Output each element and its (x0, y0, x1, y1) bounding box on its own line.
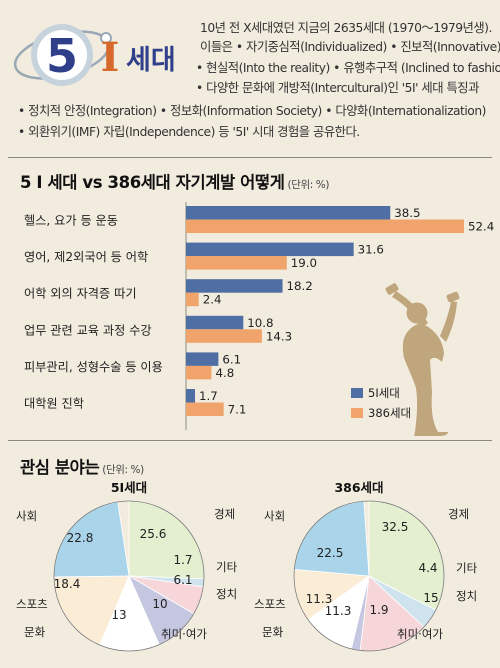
bar-5i (186, 389, 196, 403)
bar-legend: 5I세대 386세대 (351, 386, 411, 420)
bar-386 (186, 219, 464, 233)
pie-value-label: 11.3 (306, 592, 333, 606)
pie-category-label: 경제 (214, 507, 235, 521)
bar-chart-title: 5 I 세대 vs 386세대 자기계발 어떻게 (단위: %) (20, 173, 330, 192)
intro-line-4: • 다양한 문화에 개방적(Intercultural)인 '5I' 세대 특징… (196, 81, 479, 95)
pie-category-label: 사회 (16, 509, 37, 523)
bar-386 (186, 292, 199, 307)
pie-category-label: 문화 (24, 625, 46, 639)
bar-5i (186, 279, 283, 293)
pie-value-label: 11.3 (325, 604, 352, 618)
pie-category-label: 스포츠 (254, 597, 286, 611)
bar-value-label: 4.8 (215, 366, 234, 380)
pie-category-label: 경제 (448, 507, 469, 521)
bar-value-label: 18.2 (287, 279, 313, 293)
pie-value-label: 4.4 (418, 561, 437, 575)
pie-value-label: 22.5 (317, 546, 344, 560)
pie-category-label: 기타 (216, 560, 238, 574)
pie-category-label: 기타 (456, 561, 478, 575)
pie-category-label: 사회 (264, 509, 285, 523)
logo-word: 세대 (126, 45, 176, 76)
bar-value-label: 19.0 (291, 256, 317, 270)
category-label: 영어, 제2외국어 등 어학 (24, 250, 148, 264)
pie-category-label: 정치 (456, 589, 477, 603)
pie-value-label: 10 (152, 597, 167, 611)
category-label: 헬스, 요가 등 운동 (24, 214, 118, 228)
pie-value-label: 1.9 (369, 603, 388, 617)
bar-386 (186, 365, 212, 380)
pie-category-label: 정치 (216, 587, 237, 601)
pie-slice (293, 500, 370, 577)
pie-category-label: 취미·여가 (397, 627, 443, 641)
intro-line-5: • 정치적 안정(Integration) • 정보화(Information … (18, 104, 486, 118)
pie-section-unit: (단위: %) (102, 464, 144, 476)
bar-386 (186, 329, 262, 343)
pie-value-label: 22.8 (67, 531, 94, 545)
intro-line-3: • 현실적(Into the reality) • 유행추구적 (Incline… (196, 61, 500, 75)
category-label: 대학원 진학 (24, 397, 84, 411)
interest-area-pie-charts: 5I세대 386세대 경제 25.6 기타 1.7 정치 6.1 취미·여가 10 문화 13 스포… (16, 480, 478, 652)
pie-category-label: 문화 (262, 625, 284, 639)
bar-value-label: 2.4 (203, 293, 222, 307)
bar-5i (186, 315, 244, 330)
divider-top (8, 157, 492, 158)
bar-value-label: 1.7 (199, 389, 218, 403)
pie-value-label: 13 (111, 608, 126, 622)
pie-value-label: 6.1 (173, 573, 192, 587)
pie-section-title: 관심 분야는 (단위: %) (20, 458, 144, 477)
bar-5i (186, 352, 219, 366)
pie-title-386: 386세대 (334, 480, 383, 495)
intro-line-2: 이들은 • 자기중심적(Individualized) • 진보적(Innova… (200, 40, 500, 54)
pie-category-label: 스포츠 (16, 597, 48, 611)
pie-value-label: 15 (423, 591, 438, 605)
logo-number: 5 (46, 29, 78, 83)
legend-label-386: 386세대 (368, 406, 411, 420)
bar-value-label: 38.5 (394, 206, 420, 220)
5i-generation-logo: 5 I 세대 (13, 24, 176, 86)
category-label: 어학 외의 자격증 따기 (24, 287, 137, 301)
category-label: 피부관리, 성형수술 등 이용 (24, 360, 163, 374)
bar-value-label: 52.4 (468, 220, 494, 234)
bar-chart-unit: (단위: %) (287, 179, 330, 191)
bar-386 (186, 256, 287, 270)
logo-letter: I (101, 34, 120, 81)
bar-value-label: 6.1 (222, 352, 241, 366)
legend-swatch-386 (351, 408, 363, 418)
bar-value-label: 14.3 (266, 329, 292, 343)
pie-title-5i: 5I세대 (111, 480, 147, 495)
bar-value-label: 10.8 (247, 316, 273, 330)
category-label: 업무 관련 교육 과정 수강 (24, 323, 152, 337)
intro-line-1: 10년 전 X세대였던 지금의 2635세대 (1970～1979년생). (200, 21, 492, 35)
pie-value-label: 1.7 (173, 553, 192, 567)
pie-value-label: 18.4 (54, 577, 81, 591)
pie-value-label: 25.6 (140, 527, 167, 541)
legend-swatch-5i (351, 388, 363, 398)
divider-middle (8, 440, 492, 441)
bar-value-label: 7.1 (228, 403, 247, 417)
legend-label-5i: 5I세대 (368, 386, 400, 400)
pie-value-label: 32.5 (382, 520, 409, 534)
intro-line-6: • 외환위기(IMF) 자립(Independence) 등 '5I' 시대 경… (18, 125, 360, 139)
pie-category-label: 취미·여가 (161, 627, 207, 641)
bar-5i (186, 242, 354, 257)
bar-386 (186, 402, 224, 416)
bar-5i (186, 206, 391, 220)
stretching-person-figure (385, 283, 460, 436)
self-development-bar-chart: 헬스, 요가 등 운동 38.5 52.4 영어, 제2외국어 등 어학 31.6 19.… (24, 202, 494, 436)
bar-value-label: 31.6 (358, 243, 384, 257)
